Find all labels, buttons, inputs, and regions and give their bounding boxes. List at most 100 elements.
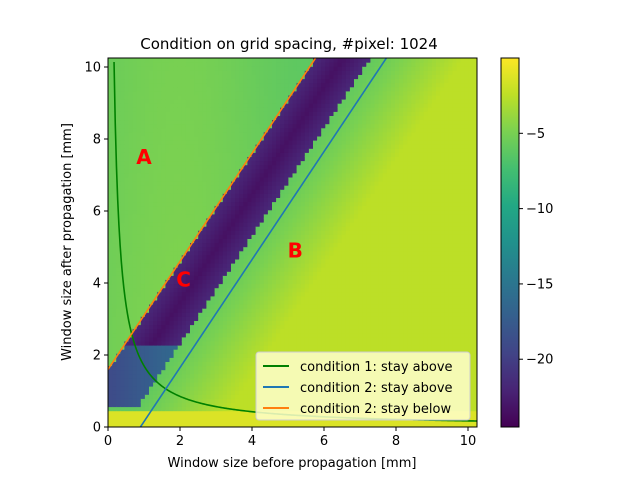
heatmap-cell — [247, 324, 253, 330]
heatmap-cell — [313, 156, 318, 162]
heatmap-cell — [116, 234, 121, 239]
heatmap-cell — [169, 418, 175, 424]
heatmap-cell — [317, 418, 322, 424]
heatmap-cell — [144, 361, 150, 367]
heatmap-cell — [222, 74, 228, 80]
heatmap-cell — [185, 201, 191, 207]
heatmap-cell — [144, 193, 150, 198]
heatmap-cell — [263, 107, 269, 112]
heatmap-cell — [239, 168, 244, 174]
heatmap-cell — [165, 181, 171, 186]
heatmap-cell — [206, 312, 212, 317]
heatmap-cell — [169, 107, 175, 112]
heatmap-cell — [153, 127, 158, 133]
heatmap-cell — [140, 127, 146, 133]
heatmap-cell — [313, 111, 318, 116]
heatmap-cell — [140, 107, 146, 112]
heatmap-cell — [140, 172, 146, 178]
heatmap-cell — [161, 332, 166, 338]
heatmap-cell — [136, 168, 142, 174]
heatmap-cell — [136, 58, 142, 63]
heatmap-cell — [247, 78, 253, 84]
heatmap-cell — [251, 324, 257, 330]
heatmap-cell — [222, 381, 228, 387]
heatmap-cell — [144, 320, 150, 326]
heatmap-cell — [259, 144, 265, 149]
heatmap-cell — [173, 131, 179, 137]
heatmap-cell — [149, 324, 154, 330]
heatmap-cell — [214, 349, 220, 354]
heatmap-cell — [235, 62, 240, 67]
heatmap-cell — [173, 283, 179, 289]
heatmap-cell — [153, 90, 158, 96]
heatmap-cell — [181, 234, 187, 239]
heatmap-cell — [317, 140, 322, 145]
heatmap-cell — [267, 160, 273, 166]
heatmap-cell — [161, 209, 166, 215]
heatmap-cell — [173, 312, 179, 317]
heatmap-cell — [280, 193, 285, 198]
heatmap-cell — [226, 86, 232, 92]
heatmap-cell — [321, 131, 326, 137]
heatmap-cell — [202, 193, 207, 198]
heatmap-cell — [243, 123, 248, 129]
heatmap-cell — [226, 131, 232, 137]
heatmap-cell — [149, 217, 154, 223]
heatmap-cell — [300, 287, 306, 293]
heatmap-cell — [144, 205, 150, 211]
heatmap-cell — [325, 99, 330, 104]
heatmap-cell — [325, 127, 330, 133]
heatmap-cell — [276, 152, 281, 157]
heatmap-cell — [280, 418, 285, 424]
heatmap-cell — [120, 332, 125, 338]
heatmap-cell — [226, 402, 232, 408]
heatmap-cell — [190, 90, 195, 96]
heatmap-cell — [300, 304, 306, 309]
heatmap-cell — [255, 176, 261, 182]
heatmap-cell — [300, 275, 306, 280]
heatmap-cell — [325, 283, 330, 289]
heatmap-cell — [251, 103, 257, 108]
heatmap-cell — [300, 172, 306, 178]
heatmap-cell — [263, 234, 269, 239]
heatmap-cell — [161, 156, 166, 162]
heatmap-cell — [157, 406, 162, 412]
heatmap-cell — [128, 148, 134, 153]
heatmap-cell — [288, 258, 294, 264]
heatmap-cell — [267, 90, 273, 96]
heatmap-cell — [140, 357, 146, 362]
heatmap-cell — [243, 324, 248, 330]
heatmap-cell — [169, 246, 175, 252]
heatmap-cell — [276, 283, 281, 289]
heatmap-cell — [288, 217, 294, 223]
heatmap-cell — [313, 70, 318, 75]
heatmap-cell — [321, 197, 326, 203]
heatmap-cell — [202, 271, 207, 276]
heatmap-cell — [181, 119, 187, 125]
heatmap-cell — [128, 386, 134, 391]
heatmap-cell — [157, 275, 162, 280]
heatmap-cell — [308, 160, 314, 166]
heatmap-cell — [165, 164, 171, 170]
heatmap-cell — [251, 340, 257, 346]
heatmap-cell — [206, 246, 212, 252]
heatmap-cell — [202, 86, 207, 92]
heatmap-cell — [226, 242, 232, 248]
heatmap-cell — [165, 258, 171, 264]
heatmap-cell — [202, 320, 207, 326]
heatmap-cell — [259, 111, 265, 116]
heatmap-cell — [120, 70, 125, 75]
heatmap-cell — [112, 291, 117, 297]
heatmap-cell — [108, 94, 113, 100]
heatmap-cell — [296, 99, 302, 104]
heatmap-cell — [251, 213, 257, 219]
heatmap-cell — [272, 213, 277, 219]
heatmap-cell — [173, 250, 179, 256]
heatmap-cell — [222, 189, 228, 194]
heatmap-cell — [198, 148, 203, 153]
heatmap-cell — [255, 250, 261, 256]
heatmap-cell — [296, 172, 302, 178]
heatmap-cell — [280, 86, 285, 92]
heatmap-cell — [149, 291, 154, 297]
heatmap-cell — [280, 115, 285, 121]
